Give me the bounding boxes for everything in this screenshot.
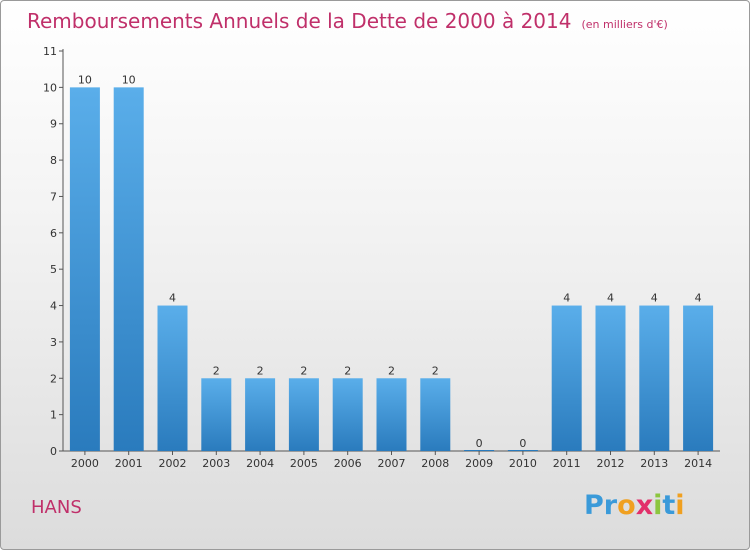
x-tick-label: 2005 <box>290 457 318 470</box>
y-tick-label: 8 <box>50 154 57 167</box>
y-tick-label: 11 <box>43 45 57 58</box>
x-tick-label: 2003 <box>202 457 230 470</box>
bars <box>69 87 714 451</box>
bar <box>157 305 188 451</box>
data-label: 2 <box>257 364 264 377</box>
x-tick-label: 2014 <box>684 457 712 470</box>
y-tick-label: 2 <box>50 372 57 385</box>
bar <box>639 305 670 451</box>
x-tick-label: 2010 <box>509 457 537 470</box>
data-label: 2 <box>300 364 307 377</box>
bar <box>376 378 407 451</box>
y-tick-label: 1 <box>50 409 57 422</box>
chart-title: Remboursements Annuels de la Dette de 20… <box>27 9 668 33</box>
data-label: 2 <box>344 364 351 377</box>
bar <box>201 378 232 451</box>
x-tick-label: 2008 <box>421 457 449 470</box>
chart-title-text: Remboursements Annuels de la Dette de 20… <box>27 9 572 33</box>
data-label: 4 <box>651 292 658 305</box>
data-label: 0 <box>476 437 483 450</box>
y-tick-label: 0 <box>50 445 57 458</box>
x-axis: 2000 2001 2002 2003 2004 2005 2006 2007 2008 2009… <box>63 450 720 470</box>
x-tick-label: 2011 <box>553 457 581 470</box>
x-tick-label: 2006 <box>334 457 362 470</box>
bar <box>245 378 276 451</box>
data-label: 4 <box>563 292 570 305</box>
y-tick-label: 6 <box>50 227 57 240</box>
proxiti-logo[interactable]: Proxiti <box>584 490 685 521</box>
commune-name: HANS <box>31 497 82 518</box>
data-label: 0 <box>519 437 526 450</box>
data-label: 4 <box>695 292 702 305</box>
data-label: 4 <box>607 292 614 305</box>
x-tick-label: 2013 <box>640 457 668 470</box>
bar <box>683 305 714 451</box>
x-tick-label: 2002 <box>159 457 187 470</box>
bar <box>332 378 363 451</box>
data-label: 2 <box>432 364 439 377</box>
logo-letter: x <box>635 490 654 521</box>
data-label: 4 <box>169 292 176 305</box>
y-tick-label: 4 <box>50 300 57 313</box>
bar <box>420 378 451 451</box>
bar <box>69 87 100 451</box>
x-tick-label: 2007 <box>378 457 406 470</box>
x-tick-label: 2009 <box>465 457 493 470</box>
data-label: 10 <box>78 73 92 86</box>
data-label: 2 <box>388 364 395 377</box>
y-tick-label: 3 <box>50 336 57 349</box>
bar <box>288 378 319 451</box>
x-tick-label: 2000 <box>71 457 99 470</box>
x-tick-label: 2004 <box>246 457 274 470</box>
data-label: 10 <box>122 73 136 86</box>
x-tick-label: 2001 <box>115 457 143 470</box>
logo-letter: P <box>584 490 604 521</box>
data-label: 2 <box>213 364 220 377</box>
bar <box>595 305 626 451</box>
bar <box>551 305 582 451</box>
chart-subtitle: (en milliers d'€) <box>581 18 668 31</box>
logo-letter: i <box>653 490 663 521</box>
logo-letter: o <box>617 490 636 521</box>
y-axis: 0 1 2 3 4 5 6 7 8 9 10 11 <box>43 45 64 458</box>
bar <box>113 87 144 451</box>
y-tick-label: 5 <box>50 263 57 276</box>
y-tick-label: 7 <box>50 190 57 203</box>
data-labels: 10 10 4 2 2 2 2 2 2 0 0 4 4 4 4 <box>78 73 702 450</box>
logo-letter: t <box>662 490 676 521</box>
y-tick-label: 10 <box>43 81 57 94</box>
x-tick-label: 2012 <box>597 457 625 470</box>
logo-letter: r <box>603 490 618 521</box>
logo-letter: i <box>675 490 685 521</box>
y-tick-label: 9 <box>50 118 57 131</box>
